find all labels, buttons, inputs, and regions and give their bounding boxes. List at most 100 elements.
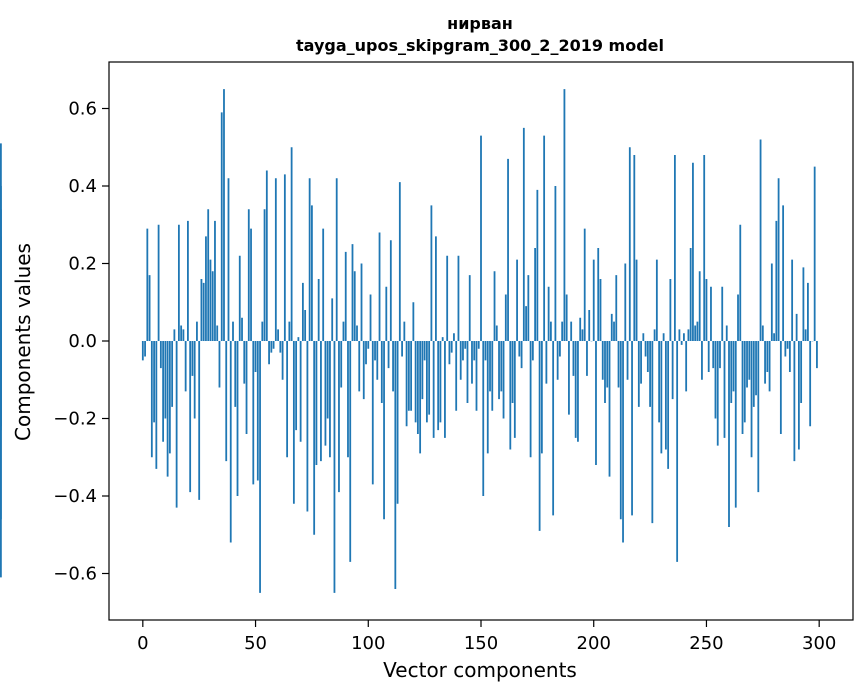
bar <box>784 341 787 357</box>
bar <box>502 341 505 419</box>
bar <box>649 341 651 407</box>
bar <box>628 147 631 341</box>
y-axis-ticks: −0.6 −0.4 −0.2 0.0 0.2 0.4 0.6 <box>53 99 109 585</box>
bar <box>159 341 162 369</box>
bar <box>471 341 473 384</box>
bar <box>430 205 433 341</box>
bar <box>804 329 807 342</box>
bar <box>782 205 785 341</box>
bar <box>205 236 207 342</box>
bar <box>392 341 394 392</box>
bar <box>344 251 347 342</box>
bar <box>764 341 766 384</box>
bar <box>791 259 794 342</box>
bar <box>428 341 431 415</box>
bar <box>768 341 771 392</box>
bar <box>254 341 257 372</box>
x-axis-label: Vector components <box>383 658 577 682</box>
bar <box>617 341 620 388</box>
bar <box>238 255 241 341</box>
bar <box>162 341 165 442</box>
bar <box>419 341 422 454</box>
bar <box>626 341 629 380</box>
bar <box>333 341 336 593</box>
bar <box>394 341 397 589</box>
bar <box>207 209 210 341</box>
x-tick-label: 50 <box>244 633 267 654</box>
bar <box>196 321 198 342</box>
bar <box>486 341 489 454</box>
bar <box>468 275 471 342</box>
bar <box>292 341 295 504</box>
bar <box>304 310 307 341</box>
y-axis-label: Components values <box>11 243 35 441</box>
bar <box>730 341 733 403</box>
bar <box>362 341 365 400</box>
bar <box>658 341 661 423</box>
bar <box>261 321 264 342</box>
bar <box>552 341 555 516</box>
bar <box>437 341 440 431</box>
bar <box>340 341 343 388</box>
bar <box>498 341 500 400</box>
bar <box>773 333 775 341</box>
bar <box>202 282 205 342</box>
bar <box>752 341 755 407</box>
bar <box>728 341 730 527</box>
bar <box>459 341 462 380</box>
bar <box>374 341 376 361</box>
bar <box>141 341 144 361</box>
bar <box>750 341 753 458</box>
bar <box>673 155 676 341</box>
bar <box>425 341 428 423</box>
bar <box>423 341 426 361</box>
bar <box>225 341 228 462</box>
bar <box>444 341 446 438</box>
bar <box>536 189 539 342</box>
bar <box>631 341 633 516</box>
x-tick-label: 150 <box>464 633 498 654</box>
bar <box>710 286 712 341</box>
y-tick-label: −0.6 <box>53 564 97 585</box>
bar <box>441 337 444 342</box>
bar <box>734 341 737 508</box>
bar <box>168 341 171 454</box>
bar <box>218 341 221 388</box>
bar <box>716 341 719 446</box>
bar <box>543 135 546 342</box>
bar <box>721 286 724 341</box>
bar <box>274 178 277 341</box>
bar <box>247 209 250 341</box>
bar <box>387 341 390 369</box>
y-tick-label: −0.2 <box>53 409 97 430</box>
bar <box>401 341 403 357</box>
bar <box>554 186 557 341</box>
bar <box>516 259 518 342</box>
bar <box>229 341 232 543</box>
bar <box>583 228 586 342</box>
bar <box>511 341 514 403</box>
bar <box>568 341 570 415</box>
bar <box>432 341 435 438</box>
bar <box>457 255 460 341</box>
bar <box>653 329 656 342</box>
bar <box>696 321 699 342</box>
bar <box>398 182 401 342</box>
bar <box>279 341 282 353</box>
bar <box>356 325 358 341</box>
bar <box>725 325 728 341</box>
bar <box>193 341 196 419</box>
bar <box>295 341 298 431</box>
bar <box>606 341 609 388</box>
bar <box>412 302 415 341</box>
bar <box>705 279 708 341</box>
bar <box>0 341 2 578</box>
bar <box>635 259 638 342</box>
bar <box>644 341 647 357</box>
bar <box>779 341 782 434</box>
bar <box>689 248 692 341</box>
bar <box>507 158 509 342</box>
bar <box>320 341 322 462</box>
bar <box>198 341 201 500</box>
bar <box>299 341 302 442</box>
